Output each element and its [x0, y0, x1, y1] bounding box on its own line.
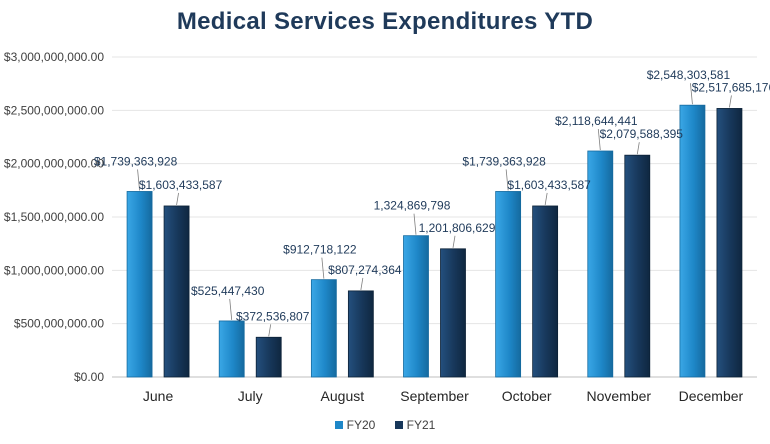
data-label-leader — [729, 95, 732, 108]
bar-fy20 — [126, 191, 153, 378]
x-tick-label: September — [400, 388, 469, 404]
data-label-fy21: $2,517,685,176 — [692, 80, 770, 94]
y-tick-label: $1,500,000,000.00 — [4, 210, 104, 224]
bar-fy21 — [255, 336, 282, 378]
data-label-fy21: $2,079,588,395 — [600, 127, 684, 141]
data-label-leader — [544, 192, 548, 206]
x-tick-label: November — [586, 388, 651, 404]
legend-label-fy21: FY21 — [406, 418, 436, 432]
bar-fy20 — [310, 279, 337, 378]
data-label-leader — [636, 142, 640, 155]
data-label-leader — [321, 257, 325, 279]
bar-fy20 — [495, 191, 522, 378]
chart-title: Medical Services Expenditures YTD — [176, 8, 594, 35]
x-axis-tick-labels: June July August September October November De… — [143, 388, 744, 404]
bar-fy21 — [532, 205, 559, 378]
data-label-fy21: 1,201,806,629 — [419, 221, 496, 235]
x-tick-label: June — [143, 388, 174, 404]
data-label-fy20: $912,718,122 — [283, 243, 357, 257]
data-label-fy20: $1,739,363,928 — [94, 154, 178, 168]
y-tick-label: $2,500,000,000.00 — [4, 103, 104, 117]
y-tick-label: $1,000,000,000.00 — [4, 263, 104, 277]
legend-swatch-fy21 — [394, 421, 403, 429]
bars — [126, 104, 743, 378]
bar-fy21 — [163, 205, 190, 378]
data-label-leader — [176, 192, 179, 206]
x-tick-label: August — [321, 388, 365, 404]
data-label-leader — [452, 235, 456, 248]
y-tick-label: $3,000,000,000.00 — [4, 50, 104, 64]
data-label-fy20: $525,447,430 — [191, 284, 265, 298]
bar-fy20 — [587, 150, 614, 378]
data-label-fy21: $1,603,433,587 — [139, 178, 223, 192]
bar-fy20 — [403, 235, 429, 378]
data-label-fy21: $807,274,364 — [328, 263, 402, 277]
bar-fy20 — [679, 104, 706, 378]
y-tick-label: $0.00 — [74, 370, 104, 384]
data-label-leaders — [137, 83, 732, 337]
bar-fy20 — [218, 320, 245, 378]
x-tick-label: December — [679, 388, 744, 404]
legend: FY20 FY21 — [0, 418, 770, 432]
data-label-leader — [360, 277, 364, 290]
data-label-fy20: 1,324,869,798 — [374, 199, 451, 213]
data-label-fy21: $372,536,807 — [236, 309, 310, 323]
data-label-fy20: $1,739,363,928 — [462, 154, 546, 168]
x-tick-label: October — [502, 388, 552, 404]
data-label-leader — [690, 83, 693, 105]
y-tick-label: $2,000,000,000.00 — [4, 157, 104, 171]
data-label-leader — [597, 128, 601, 151]
legend-label-fy20: FY20 — [346, 418, 376, 432]
bar-fy21 — [440, 248, 466, 378]
bar-fy21 — [716, 108, 743, 378]
x-tick-label: July — [238, 388, 263, 404]
legend-item-fy20: FY20 — [334, 418, 376, 432]
data-label-leader — [413, 213, 417, 235]
data-label-leader — [268, 324, 272, 337]
data-label-fy20: $2,548,303,581 — [647, 68, 731, 82]
data-label-fy21: $1,603,433,587 — [507, 178, 591, 192]
legend-swatch-fy20 — [334, 421, 343, 429]
data-label-leader — [229, 298, 233, 320]
y-axis-tick-labels: $0.00 $500,000,000.00 $1,000,000,000.00 $1,… — [4, 50, 104, 384]
y-tick-label: $500,000,000.00 — [14, 317, 104, 331]
data-label-leader — [137, 169, 140, 191]
legend-item-fy21: FY21 — [394, 418, 436, 432]
data-label-fy20: $2,118,644,441 — [555, 114, 638, 128]
data-label-leader — [505, 169, 509, 191]
bar-fy21 — [624, 154, 651, 378]
data-labels: $1,739,363,928 $1,603,433,587 $525,447,430… — [94, 68, 770, 323]
gridlines — [112, 56, 757, 378]
bar-fy21 — [347, 290, 374, 378]
